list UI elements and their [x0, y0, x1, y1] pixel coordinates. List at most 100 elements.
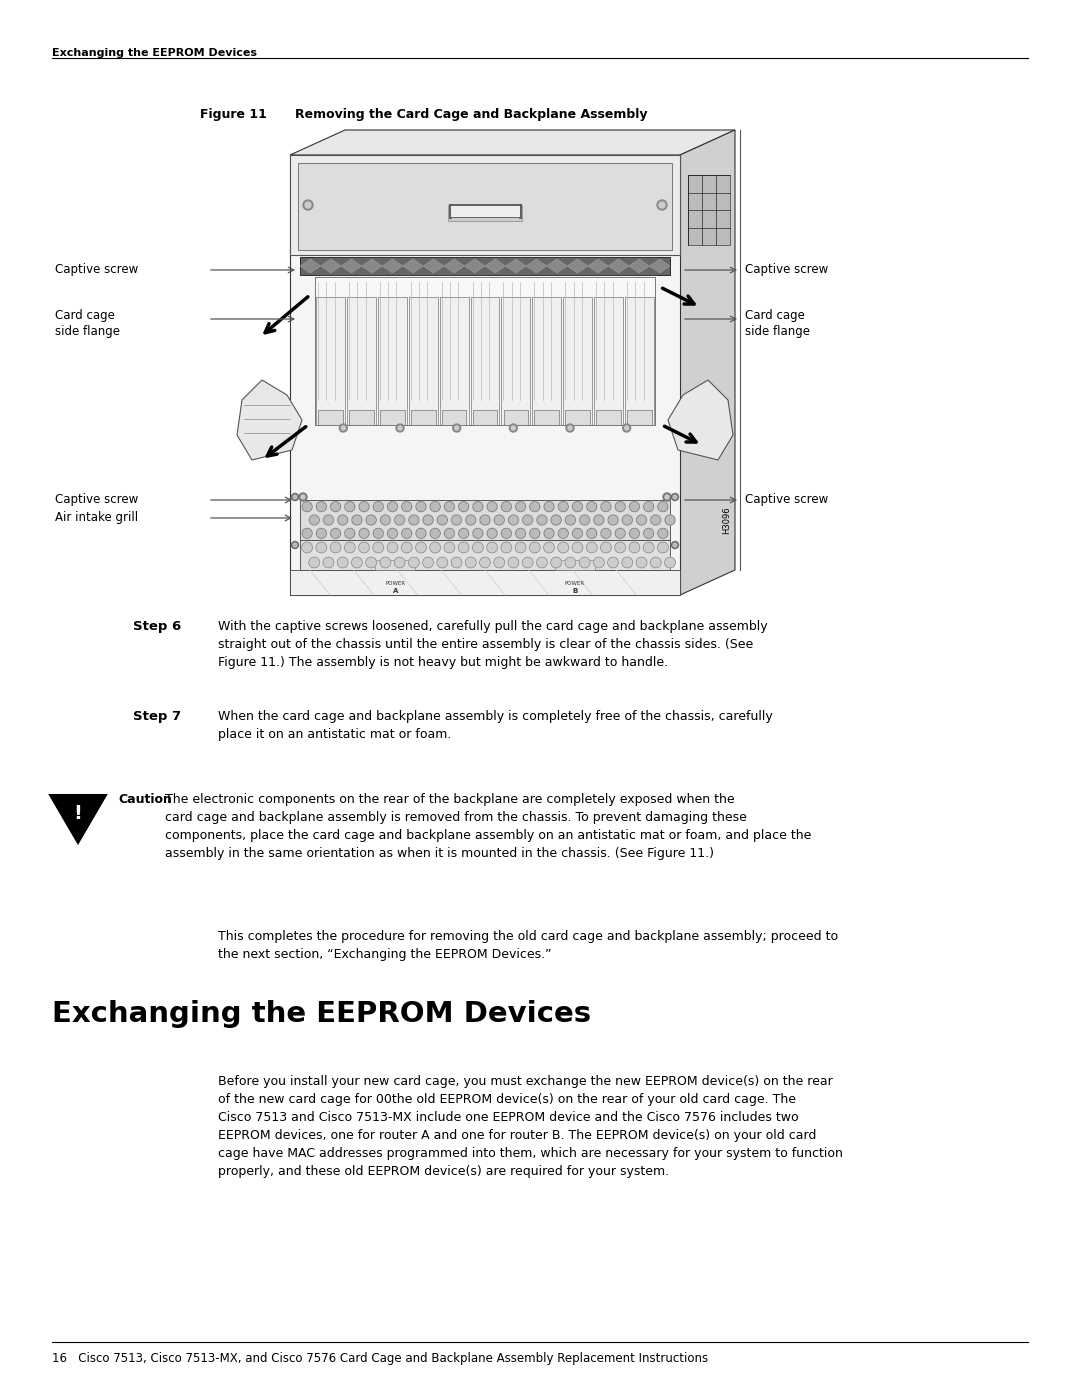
Circle shape [629, 542, 639, 553]
Circle shape [316, 502, 326, 511]
Bar [291, 155, 680, 256]
Circle shape [330, 542, 341, 553]
Text: Captive screw: Captive screw [55, 493, 138, 507]
Circle shape [366, 515, 376, 525]
Text: H3096: H3096 [723, 506, 731, 534]
Circle shape [515, 542, 526, 553]
Circle shape [537, 557, 548, 569]
Circle shape [494, 557, 504, 569]
Circle shape [394, 515, 405, 525]
Text: Card cage: Card cage [745, 309, 805, 321]
Circle shape [636, 515, 647, 525]
Circle shape [359, 542, 369, 553]
Bar [298, 163, 672, 250]
Bar [316, 298, 345, 425]
Circle shape [330, 528, 340, 538]
Bar [627, 409, 652, 425]
Circle shape [430, 502, 441, 511]
Circle shape [664, 557, 675, 569]
Circle shape [430, 542, 441, 553]
Text: POWER: POWER [386, 581, 405, 585]
Circle shape [323, 515, 334, 525]
Circle shape [430, 528, 441, 538]
Polygon shape [237, 380, 302, 460]
Bar [442, 409, 467, 425]
Polygon shape [362, 258, 382, 272]
Circle shape [623, 425, 631, 432]
Circle shape [402, 528, 411, 538]
Bar [347, 298, 376, 425]
Circle shape [345, 528, 355, 538]
Circle shape [515, 502, 526, 511]
Circle shape [636, 557, 647, 569]
Circle shape [444, 502, 455, 511]
Circle shape [292, 542, 298, 549]
Bar [440, 298, 469, 425]
Circle shape [480, 557, 490, 569]
Circle shape [658, 542, 669, 553]
Circle shape [624, 426, 629, 430]
Circle shape [586, 528, 597, 538]
Circle shape [423, 515, 433, 525]
Circle shape [501, 528, 512, 538]
Circle shape [566, 425, 573, 432]
Circle shape [380, 515, 391, 525]
Circle shape [529, 542, 540, 553]
Circle shape [351, 557, 362, 569]
Text: Exchanging the EEPROM Devices: Exchanging the EEPROM Devices [52, 1000, 591, 1028]
Circle shape [510, 425, 517, 432]
Text: !: ! [73, 803, 82, 823]
Bar [450, 205, 519, 217]
Bar [315, 277, 654, 425]
Circle shape [593, 557, 604, 569]
Circle shape [644, 542, 654, 553]
Circle shape [330, 502, 340, 511]
Bar [300, 541, 670, 570]
Circle shape [523, 515, 532, 525]
Circle shape [305, 203, 311, 208]
Circle shape [558, 502, 568, 511]
Bar [378, 298, 407, 425]
Circle shape [579, 557, 590, 569]
Circle shape [530, 502, 540, 511]
Polygon shape [680, 130, 735, 595]
Circle shape [495, 515, 504, 525]
Circle shape [458, 542, 469, 553]
Circle shape [543, 542, 554, 553]
Circle shape [359, 502, 369, 511]
Circle shape [558, 528, 568, 538]
Circle shape [444, 542, 455, 553]
Circle shape [622, 557, 633, 569]
Circle shape [455, 426, 459, 430]
Circle shape [459, 502, 469, 511]
Circle shape [572, 528, 582, 538]
Circle shape [673, 495, 677, 499]
Circle shape [544, 502, 554, 511]
Circle shape [388, 502, 397, 511]
Circle shape [530, 528, 540, 538]
Circle shape [665, 515, 675, 525]
Circle shape [316, 542, 327, 553]
Circle shape [301, 542, 312, 553]
Text: The electronic components on the rear of the backplane are completely exposed wh: The electronic components on the rear of… [165, 793, 811, 861]
Circle shape [673, 543, 677, 548]
Polygon shape [588, 258, 608, 272]
Bar [594, 298, 623, 425]
Text: side flange: side flange [745, 326, 810, 338]
Polygon shape [341, 258, 362, 272]
Circle shape [399, 426, 402, 430]
Polygon shape [669, 380, 733, 460]
Circle shape [658, 528, 667, 538]
Circle shape [672, 542, 678, 549]
Circle shape [615, 542, 625, 553]
Circle shape [616, 502, 625, 511]
Polygon shape [546, 258, 567, 272]
Text: Card cage: Card cage [55, 309, 114, 321]
Text: Captive screw: Captive screw [745, 493, 828, 507]
Circle shape [537, 515, 546, 525]
Bar [596, 409, 621, 425]
Circle shape [657, 200, 667, 210]
Bar [555, 560, 595, 570]
Circle shape [451, 557, 462, 569]
Circle shape [437, 557, 448, 569]
